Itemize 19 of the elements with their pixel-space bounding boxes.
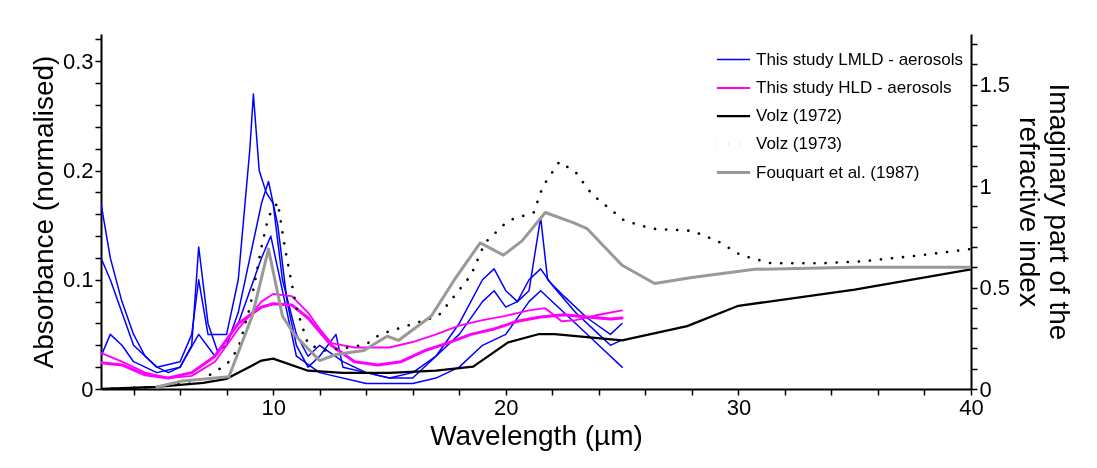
y2-axis-title: Imaginary part of the refractive index (1014, 83, 1076, 341)
y-axis-title: Absorbance (normalised) (27, 55, 59, 369)
x-tick-label: 30 (726, 394, 752, 420)
line-series (155, 211, 971, 389)
legend-label: This study LMLD - aerosols (756, 49, 963, 69)
legend-label: Volz (1972) (756, 106, 842, 125)
x-axis-title: Wavelength (µm) (430, 419, 643, 451)
y2-tick-label: 1.5 (979, 72, 1011, 98)
x-tick-label: 10 (261, 394, 286, 420)
legend-label: Fouquart et al. (1987) (756, 162, 920, 182)
y-tick-label: 0.3 (62, 48, 94, 74)
y-tick-label: 0.2 (62, 158, 94, 184)
legend-label: This study HLD - aerosols (756, 78, 952, 97)
x-tick-label: 20 (494, 394, 519, 420)
y-tick-label: 0 (81, 376, 94, 402)
y2-tick-label: 1 (979, 173, 992, 199)
y2-tick-label: 0.5 (979, 275, 1011, 301)
y-tick-label: 0.1 (62, 267, 94, 293)
legend-label: Volz (1973) (756, 134, 842, 153)
